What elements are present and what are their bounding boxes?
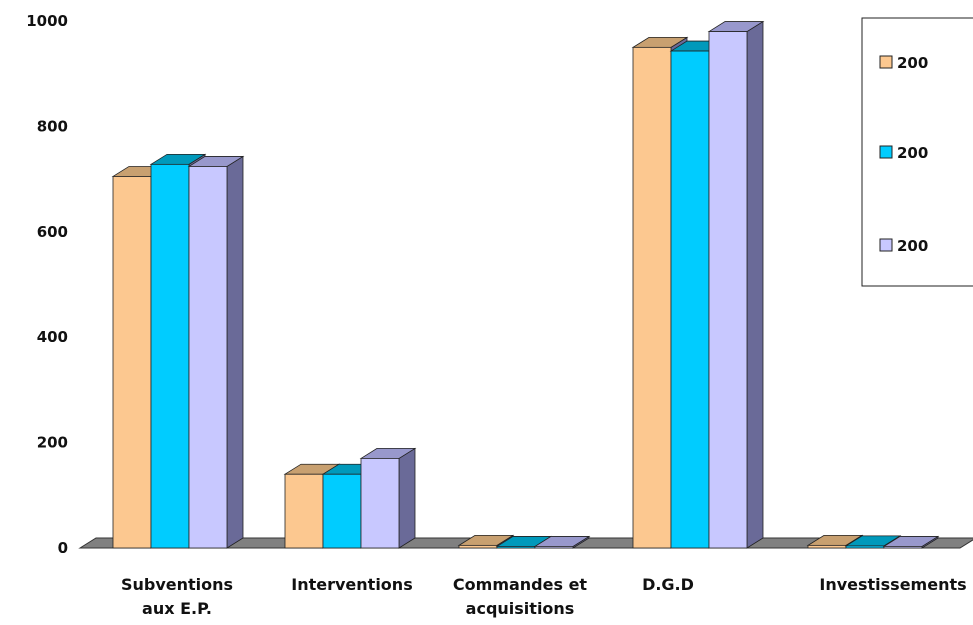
bar-side xyxy=(398,447,416,549)
y-tick-label: 200 xyxy=(37,434,68,452)
y-tick-label: 400 xyxy=(37,328,68,346)
bar xyxy=(359,447,417,549)
bar xyxy=(844,535,902,549)
y-axis: 0 200 400 600 800 1000 xyxy=(26,12,68,557)
bar-front xyxy=(883,546,923,549)
category-label: Investissements xyxy=(819,575,966,594)
bar-front xyxy=(284,473,324,549)
legend-label: 200 xyxy=(897,144,928,162)
bar xyxy=(882,535,940,549)
legend-item: 200 xyxy=(879,144,928,162)
bar-front xyxy=(632,46,672,549)
legend-label: 200 xyxy=(897,54,928,72)
bar-front xyxy=(150,163,190,549)
bar-front xyxy=(458,544,498,549)
legend-swatch xyxy=(879,55,893,69)
legend: 200 200 200 xyxy=(861,17,973,287)
bar-front xyxy=(845,545,885,549)
y-tick-label: 600 xyxy=(37,223,68,241)
bar-side xyxy=(746,20,764,549)
bar xyxy=(187,155,245,549)
y-tick-label: 800 xyxy=(37,117,68,135)
bar-front xyxy=(496,546,536,549)
bar-front xyxy=(534,546,574,549)
category-label: aux E.P. xyxy=(142,599,212,618)
category-label: D.G.D xyxy=(642,575,694,594)
category-label: Interventions xyxy=(291,575,412,594)
y-tick-label: 0 xyxy=(58,539,68,557)
bar-front xyxy=(112,176,152,549)
bar xyxy=(533,535,591,549)
bar-front xyxy=(708,31,748,549)
bar-front xyxy=(360,458,400,549)
category-label: Subventions xyxy=(121,575,233,594)
bar-front xyxy=(188,166,228,549)
bar-front xyxy=(322,473,362,549)
legend-item: 200 xyxy=(879,237,928,255)
bar-side xyxy=(226,155,244,549)
category-labels: Subventions aux E.P. Interventions Commande… xyxy=(121,575,967,618)
legend-item: 200 xyxy=(879,54,928,72)
bar-front xyxy=(670,50,710,549)
legend-items: 200 200 200 xyxy=(879,54,928,255)
bar-front xyxy=(807,544,847,549)
bars xyxy=(111,20,940,549)
legend-swatch xyxy=(879,145,893,159)
category-label: acquisitions xyxy=(466,599,575,618)
y-tick-label: 1000 xyxy=(26,12,68,30)
legend-swatch xyxy=(879,238,893,252)
bar xyxy=(707,20,765,549)
legend-label: 200 xyxy=(897,237,928,255)
category-label: Commandes et xyxy=(453,575,588,594)
